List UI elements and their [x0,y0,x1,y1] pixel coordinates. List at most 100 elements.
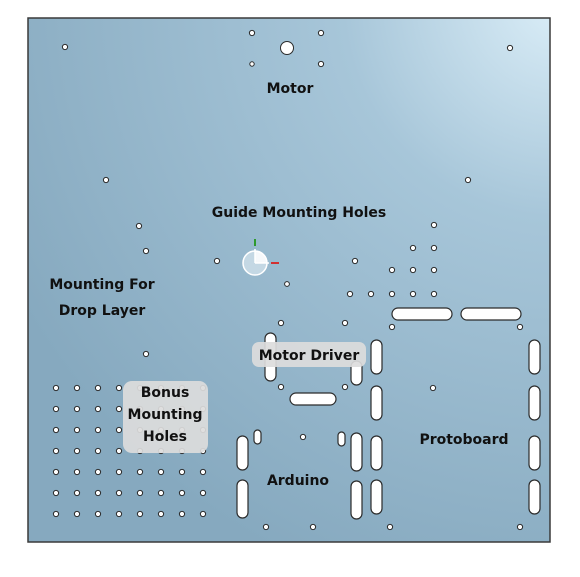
mounting-hole [300,434,305,439]
mounting-hole [281,42,294,55]
mounting-hole [116,490,121,495]
mounting-hole [179,490,184,495]
label-protoboard: Protoboard [419,432,508,448]
mounting-hole [74,490,79,495]
mounting-hole [431,291,436,296]
label-guide-mounting-holes: Guide Mounting Holes [212,205,386,221]
mounting-slot [371,340,382,374]
mounting-hole [95,448,100,453]
mounting-slot [392,308,452,320]
mounting-hole [103,177,108,182]
mounting-hole [137,511,142,516]
mounting-hole [431,245,436,250]
label-holes: Holes [143,429,187,445]
mounting-slot [371,436,382,470]
mounting-slot [237,436,248,470]
mounting-hole [410,245,415,250]
mounting-hole [95,427,100,432]
mounting-hole [53,511,58,516]
mounting-hole [200,469,205,474]
mounting-hole [116,427,121,432]
mounting-hole [53,490,58,495]
label-mounting: Mounting [128,407,203,423]
mounting-hole [278,320,283,325]
mounting-hole [116,406,121,411]
mounting-hole [158,511,163,516]
mounting-hole [95,406,100,411]
mounting-hole [465,177,470,182]
mounting-hole [318,30,323,35]
mounting-hole [95,490,100,495]
mounting-hole [430,385,435,390]
mounting-hole [389,324,394,329]
mounting-slot [529,436,540,470]
mounting-slot [529,480,540,514]
label-arduino: Arduino [267,473,329,489]
mounting-slot [529,386,540,420]
mounting-slot [290,393,336,405]
mounting-hole [53,385,58,390]
mounting-hole [95,385,100,390]
mounting-slot [351,481,362,519]
mounting-slot [371,386,382,420]
mounting-hole [310,524,315,529]
mounting-slot [338,432,345,446]
mounting-slot [254,430,261,444]
mounting-hole [214,258,219,263]
mounting-slot [529,340,540,374]
mounting-hole [250,62,254,66]
label-mounting-for: Mounting For [49,277,154,293]
mounting-hole [278,384,283,389]
label-motor-driver: Motor Driver [259,348,360,364]
mounting-hole [74,385,79,390]
mounting-hole [342,384,347,389]
mounting-hole [74,427,79,432]
mounting-hole [517,324,522,329]
mounting-hole [116,448,121,453]
mounting-hole [263,524,268,529]
mounting-hole [53,448,58,453]
mounting-hole [368,291,373,296]
mounting-hole [143,248,148,253]
mounting-hole [285,282,290,287]
mounting-hole [200,490,205,495]
mounting-hole [389,267,394,272]
mounting-hole [158,469,163,474]
mounting-hole [74,406,79,411]
mounting-hole [116,511,121,516]
mounting-hole [74,511,79,516]
mounting-hole [53,406,58,411]
mounting-slot [237,480,248,518]
label-motor: Motor [267,81,314,97]
mounting-hole [389,291,394,296]
mounting-slot [371,480,382,514]
mounting-hole [200,511,205,516]
mounting-hole [136,223,141,228]
mounting-hole [507,45,512,50]
mounting-hole [410,291,415,296]
mounting-hole [95,469,100,474]
mounting-hole [179,511,184,516]
mounting-hole [158,490,163,495]
mounting-hole [410,267,415,272]
mounting-hole [249,30,254,35]
label-bonus: Bonus [141,385,190,401]
mounting-hole [116,469,121,474]
mounting-hole [347,291,352,296]
mounting-hole [53,469,58,474]
mounting-hole [342,320,347,325]
mounting-hole [74,469,79,474]
mounting-hole [431,222,436,227]
mounting-hole [179,469,184,474]
mounting-slot [351,433,362,471]
mounting-slot [461,308,521,320]
mounting-hole [387,524,392,529]
mounting-hole [137,490,142,495]
mounting-hole [517,524,522,529]
mounting-hole [95,511,100,516]
mounting-hole [352,258,357,263]
mounting-hole [116,385,121,390]
mounting-hole [431,267,436,272]
